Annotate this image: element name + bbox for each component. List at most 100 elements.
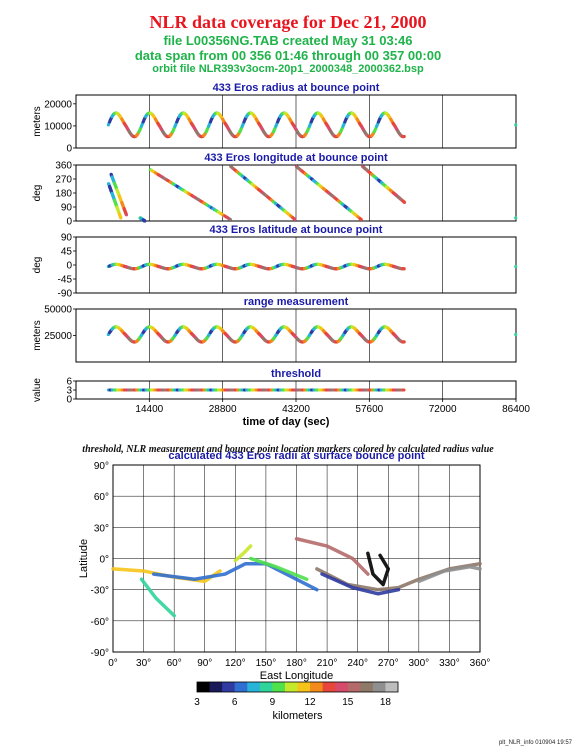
colorbar-cell — [335, 682, 349, 692]
panel-title: range measurement — [244, 296, 349, 308]
time-panel-3: 433 Eros latitude at bounce point deg -90 -… — [32, 224, 518, 300]
panel-title: 433 Eros latitude at bounce point — [210, 224, 383, 236]
colorbar-cell — [372, 682, 386, 692]
map-x-tick-label: 210° — [317, 658, 338, 669]
longitude-point — [514, 216, 518, 220]
longitude-point — [143, 219, 147, 223]
map-x-axis-label: East Longitude — [260, 670, 333, 682]
colorbar-tick-label: 9 — [270, 697, 276, 708]
y-tick-label: 180 — [55, 189, 72, 200]
colorbar-cell — [222, 682, 236, 692]
colorbar: 3 6 9 12 15 18 kilometers — [194, 681, 399, 722]
x-tick-label: 57600 — [355, 404, 383, 415]
colorbar-tick-label: 6 — [232, 697, 238, 708]
colorbar-tick-label: 12 — [305, 697, 317, 708]
x-tick-label: 86400 — [502, 404, 530, 415]
y-tick-label: 25000 — [44, 331, 72, 342]
data-point — [402, 134, 406, 139]
longitude-point — [119, 216, 123, 220]
figure-caption: threshold, NLR measurement and bounce po… — [82, 444, 494, 455]
map-x-tick-label: 150° — [256, 658, 277, 669]
time-panel-1: 433 Eros radius at bounce point meters 0 10… — [32, 82, 518, 155]
y-tick-label: 90 — [61, 203, 73, 214]
y-axis-label: deg — [32, 257, 43, 274]
y-tick-label: 90 — [61, 233, 73, 244]
y-tick-label: 50000 — [44, 305, 72, 316]
longitude-point — [293, 217, 297, 222]
colorbar-cell — [197, 682, 211, 692]
longitude-point — [228, 217, 232, 222]
y-tick-label: -45 — [58, 275, 73, 286]
y-tick-label: 6 — [66, 377, 72, 388]
map-title: calculated 433 Eros radii at surface bou… — [168, 450, 424, 462]
figure-title: NLR data coverage for Dec 21, 2000 — [149, 12, 427, 32]
time-panel-4: range measurement meters 25000 50000 — [32, 296, 518, 363]
data-point — [514, 264, 518, 269]
bounce-track — [152, 561, 319, 592]
map-x-tick-label: 120° — [225, 658, 246, 669]
colorbar-cell — [347, 682, 361, 692]
time-panel-5: threshold value 036 14400 28800 43200 57600 720… — [32, 368, 530, 428]
y-tick-label: 10000 — [44, 121, 72, 132]
map-y-tick-label: 60° — [94, 492, 109, 503]
y-tick-label: 360 — [55, 161, 72, 172]
x-tick-label: 28800 — [209, 404, 237, 415]
data-point — [402, 340, 406, 344]
map-x-tick-label: 0° — [108, 658, 118, 669]
bounce-track — [366, 551, 390, 587]
map-y-axis-label: Latitude — [78, 539, 90, 578]
x-tick-label: 14400 — [135, 404, 163, 415]
map-y-tick-label: 30° — [94, 523, 109, 534]
y-tick-label: 270 — [55, 175, 72, 186]
map-x-tick-label: 90° — [197, 658, 212, 669]
colorbar-cell — [284, 682, 298, 692]
y-tick-label: -90 — [58, 289, 73, 300]
data-span-line: data span from 00 356 01:46 through 00 3… — [134, 48, 442, 63]
bounce-track — [417, 565, 482, 584]
map-x-tick-label: 330° — [439, 658, 460, 669]
map-y-tick-label: 0° — [99, 555, 109, 566]
x-tick-label: 43200 — [282, 404, 310, 415]
map-x-tick-label: 300° — [408, 658, 429, 669]
colorbar-cell — [209, 682, 223, 692]
x-axis-label: time of day (sec) — [243, 416, 330, 428]
data-point — [402, 267, 406, 271]
time-panel-2: 433 Eros longitude at bounce point deg 0 90… — [32, 152, 518, 228]
bounce-track — [320, 572, 401, 596]
y-tick-label: 0 — [66, 395, 72, 406]
map-y-tick-label: -60° — [91, 617, 109, 628]
colorbar-label: kilometers — [272, 710, 323, 722]
x-tick-label: 72000 — [429, 404, 457, 415]
y-axis-label: meters — [32, 320, 43, 351]
bounce-track — [233, 544, 253, 563]
y-axis-label: deg — [32, 185, 43, 202]
map-y-tick-label: 90° — [94, 461, 109, 472]
threshold-point — [402, 388, 406, 392]
map-y-tick-label: -30° — [91, 586, 109, 597]
bounce-track — [139, 577, 176, 618]
colorbar-cell — [247, 682, 261, 692]
y-tick-label: 0 — [66, 261, 72, 272]
map-x-tick-label: 360° — [470, 658, 491, 669]
y-axis-label: value — [32, 378, 43, 402]
panel-title: 433 Eros longitude at bounce point — [204, 152, 388, 164]
y-tick-label: 0 — [66, 217, 72, 228]
colorbar-cell — [259, 682, 273, 692]
map-y-tick-label: -90° — [91, 648, 109, 659]
colorbar-frame — [196, 681, 399, 693]
map-x-tick-label: 240° — [347, 658, 368, 669]
data-point — [514, 332, 518, 337]
longitude-point — [359, 217, 363, 222]
y-tick-label: 0 — [66, 144, 72, 155]
map-x-tick-label: 270° — [378, 658, 399, 669]
y-tick-label: 45 — [61, 247, 73, 258]
colorbar-cell — [272, 682, 286, 692]
colorbar-cell — [310, 682, 324, 692]
colorbar-tick-label: 15 — [342, 697, 354, 708]
map-panel: calculated 433 Eros radii at surface bou… — [78, 450, 490, 682]
colorbar-cell — [385, 682, 399, 692]
panel-title: 433 Eros radius at bounce point — [213, 82, 380, 94]
longitude-point — [402, 200, 407, 204]
